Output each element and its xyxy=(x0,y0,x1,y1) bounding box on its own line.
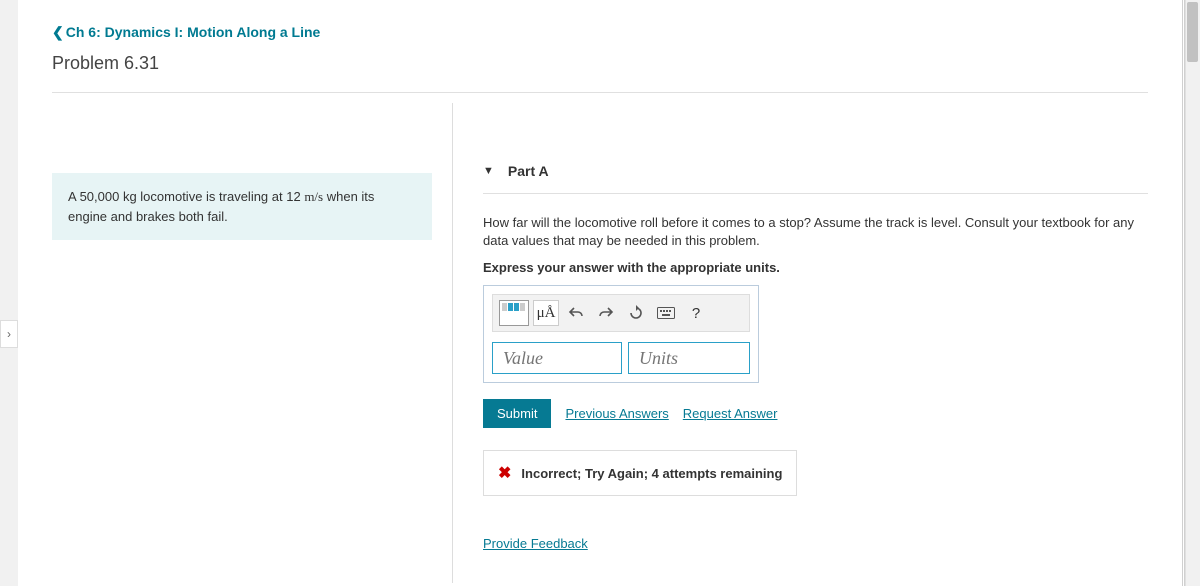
equation-toolbar: μÅ ? xyxy=(492,294,750,332)
collapse-arrow-icon: ▼ xyxy=(483,165,494,177)
right-column: ▼ Part A How far will the locomotive rol… xyxy=(452,103,1148,583)
expand-sidebar-button[interactable]: › xyxy=(0,320,18,348)
help-button[interactable]: ? xyxy=(683,300,709,326)
prompt-text-pre: A 50,000 kg locomotive is traveling at 1… xyxy=(68,189,304,204)
answer-box: μÅ ? xyxy=(483,285,759,383)
templates-button[interactable] xyxy=(499,300,529,326)
previous-answers-link[interactable]: Previous Answers xyxy=(565,406,668,421)
submit-button[interactable]: Submit xyxy=(483,399,551,428)
question-text: How far will the locomotive roll before … xyxy=(483,214,1148,250)
part-label: Part A xyxy=(508,163,549,179)
part-header[interactable]: ▼ Part A xyxy=(483,163,1148,194)
problem-title: Problem 6.31 xyxy=(52,53,1148,93)
symbols-button[interactable]: μÅ xyxy=(533,300,559,326)
action-row: Submit Previous Answers Request Answer xyxy=(483,399,1148,428)
two-column-layout: A 50,000 kg locomotive is traveling at 1… xyxy=(52,103,1148,583)
redo-button[interactable] xyxy=(593,300,619,326)
breadcrumb-link[interactable]: ❮Ch 6: Dynamics I: Motion Along a Line xyxy=(52,24,320,40)
units-input[interactable] xyxy=(628,342,750,374)
instruction-text: Express your answer with the appropriate… xyxy=(483,260,1148,275)
request-answer-link[interactable]: Request Answer xyxy=(683,406,778,421)
reset-button[interactable] xyxy=(623,300,649,326)
vertical-scrollbar[interactable] xyxy=(1185,0,1200,586)
provide-feedback: Provide Feedback xyxy=(483,536,1148,551)
inputs-row xyxy=(492,342,750,374)
chevron-left-icon: ❮ xyxy=(52,24,64,40)
feedback-text: Incorrect; Try Again; 4 attempts remaini… xyxy=(521,466,782,481)
page-content: ❮Ch 6: Dynamics I: Motion Along a Line P… xyxy=(18,0,1182,586)
left-column: A 50,000 kg locomotive is traveling at 1… xyxy=(52,103,452,583)
redo-icon xyxy=(598,306,614,320)
scrollbar-thumb[interactable] xyxy=(1187,2,1198,62)
undo-button[interactable] xyxy=(563,300,589,326)
keyboard-button[interactable] xyxy=(653,300,679,326)
problem-prompt: A 50,000 kg locomotive is traveling at 1… xyxy=(52,173,432,240)
incorrect-icon: ✖ xyxy=(498,463,511,483)
undo-icon xyxy=(568,306,584,320)
prompt-unit: m/s xyxy=(304,189,323,204)
value-input[interactable] xyxy=(492,342,622,374)
breadcrumb: ❮Ch 6: Dynamics I: Motion Along a Line xyxy=(52,0,1148,41)
reset-icon xyxy=(628,305,644,321)
feedback-message: ✖ Incorrect; Try Again; 4 attempts remai… xyxy=(483,450,797,496)
keyboard-icon xyxy=(657,307,675,319)
left-gutter xyxy=(0,0,18,586)
provide-feedback-link[interactable]: Provide Feedback xyxy=(483,536,588,551)
